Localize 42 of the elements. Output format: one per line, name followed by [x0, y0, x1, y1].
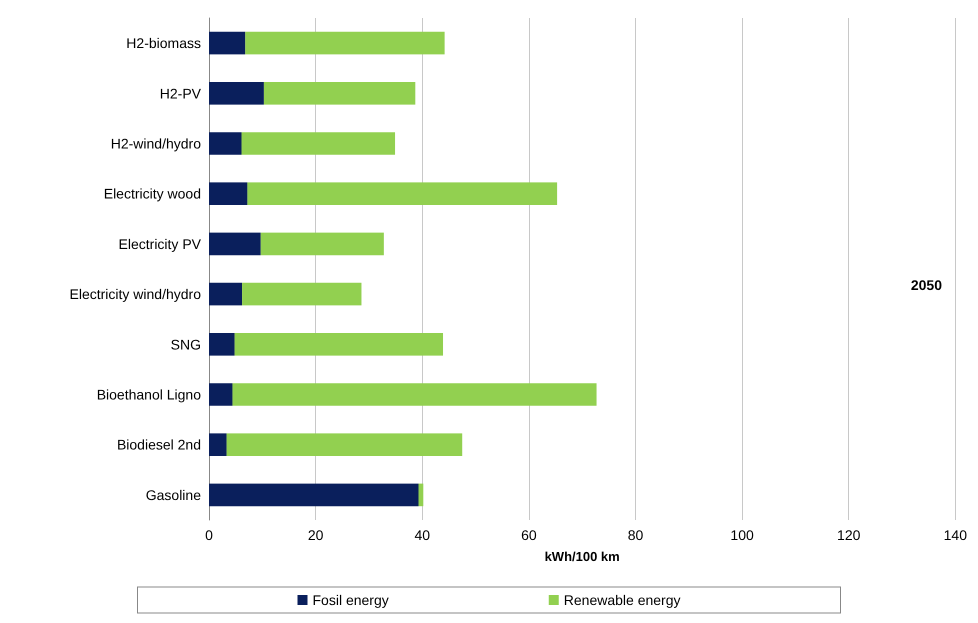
bar [209, 282, 242, 306]
bar [209, 132, 242, 155]
y-tick-label: Gasoline [146, 486, 202, 503]
y-tick-label: SNG [170, 336, 201, 352]
bar [247, 182, 558, 205]
y-tick-label: H2-biomass [126, 35, 201, 52]
bar [209, 433, 227, 456]
y-tick-label: H2-PV [160, 85, 202, 102]
bar [260, 232, 384, 256]
bar [209, 383, 232, 406]
x-tick-label: 60 [521, 527, 537, 543]
bar [226, 433, 462, 456]
x-axis-title: kWh/100 km [544, 549, 620, 564]
y-tick-label: Biodiesel 2nd [116, 436, 201, 453]
annotation: 2050 [910, 277, 942, 293]
bar [209, 82, 264, 105]
x-tick-label: 80 [628, 527, 644, 543]
x-tick-label: 100 [730, 527, 754, 543]
x-tick-label: 20 [308, 527, 324, 543]
y-tick-label: Electricity wind/hydro [70, 286, 202, 302]
bar [232, 383, 597, 406]
bar [264, 82, 416, 105]
bar [234, 333, 444, 356]
y-tick-label: Bioethanol Ligno [96, 386, 202, 402]
legend-label: Renewable energy [564, 592, 681, 608]
bar [245, 32, 445, 54]
y-tick-label: Electricity wood [104, 186, 201, 202]
legend-label: Fosil energy [312, 592, 389, 608]
x-tick-label: 40 [414, 527, 430, 543]
x-tick-label: 0 [205, 527, 214, 543]
x-tick-label: 140 [944, 527, 968, 543]
bar [209, 232, 261, 256]
x-tick-label: 120 [837, 527, 861, 543]
bar [209, 32, 246, 54]
bar [242, 132, 396, 155]
bar [209, 484, 419, 506]
y-tick-label: Electricity PV [118, 236, 202, 252]
bar [418, 484, 424, 506]
bar [209, 182, 248, 205]
bar [209, 333, 235, 356]
bar [242, 282, 362, 306]
y-tick-label: H2-wind/hydro [110, 136, 202, 152]
